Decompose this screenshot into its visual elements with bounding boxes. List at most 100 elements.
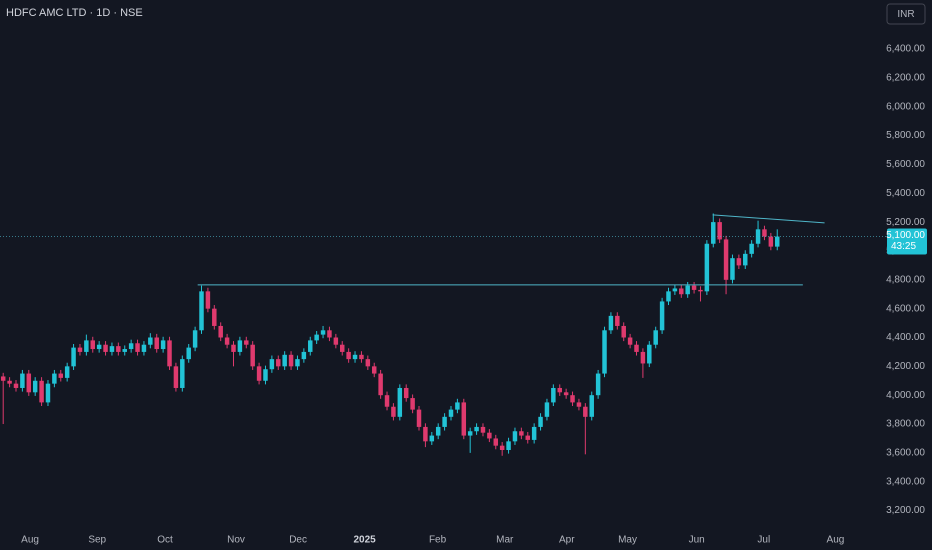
candle-body xyxy=(679,288,684,295)
candle-body xyxy=(58,373,64,378)
candle-body xyxy=(135,343,140,352)
candle-body xyxy=(371,366,377,374)
candle-body xyxy=(743,253,748,266)
candle-body xyxy=(173,366,179,388)
candle-body xyxy=(698,289,703,292)
candle-body xyxy=(192,330,198,348)
x-tick-label: Mar xyxy=(496,535,514,546)
candle-body xyxy=(666,291,671,302)
candle-body xyxy=(365,359,371,367)
candle-body xyxy=(557,387,562,393)
candle-body xyxy=(314,334,319,341)
candle-body xyxy=(723,239,729,280)
candle-body xyxy=(576,402,582,407)
candle-body xyxy=(320,330,326,335)
x-tick-label: Apr xyxy=(559,535,575,546)
chart-title: HDFC AMC LTD · 1D · NSE xyxy=(6,7,143,19)
candle-body xyxy=(448,409,454,417)
x-tick-label: Nov xyxy=(227,535,245,546)
candle-body xyxy=(116,346,121,352)
candle-body xyxy=(141,344,147,352)
candle-body xyxy=(224,337,230,345)
candle-body xyxy=(455,402,460,410)
candle-body xyxy=(327,330,332,338)
candle-body xyxy=(730,258,735,280)
candle-body xyxy=(20,373,25,388)
candle-body xyxy=(103,344,108,352)
candle-body xyxy=(691,285,697,290)
candle-body xyxy=(352,354,358,360)
y-tick-label: 6,400.00 xyxy=(886,44,925,55)
candle-body xyxy=(52,373,57,384)
x-tick-label: Aug xyxy=(827,535,845,546)
candle-body xyxy=(480,426,486,433)
candle-body xyxy=(263,369,268,381)
candle-body xyxy=(39,380,44,403)
candle-body xyxy=(244,340,249,345)
candle-body xyxy=(295,359,300,367)
candle-body xyxy=(340,344,345,352)
y-tick-label: 5,800.00 xyxy=(886,130,925,141)
y-tick-label: 5,400.00 xyxy=(886,188,925,199)
x-tick-label: Jul xyxy=(757,535,770,546)
candle-body xyxy=(212,308,217,326)
candle-body xyxy=(672,288,678,292)
candle-body xyxy=(7,380,12,384)
candle-body xyxy=(71,347,76,367)
candle-body xyxy=(640,351,646,364)
candle-body xyxy=(487,432,492,439)
candle-body xyxy=(755,229,761,244)
candle-body xyxy=(595,373,601,396)
candle-body xyxy=(148,337,153,345)
candle-body xyxy=(608,315,614,331)
candle-body xyxy=(653,330,658,345)
y-tick-label: 3,600.00 xyxy=(886,448,925,459)
candle-body xyxy=(563,392,569,396)
candle-body xyxy=(397,387,403,417)
candle-body xyxy=(128,343,134,350)
candle-body xyxy=(461,402,467,436)
trendline xyxy=(712,214,825,224)
candle-body xyxy=(583,406,588,417)
candle-body xyxy=(84,340,89,352)
y-tick-label: 4,400.00 xyxy=(886,332,925,343)
y-tick-label: 4,800.00 xyxy=(886,274,925,285)
candle-body xyxy=(199,291,204,331)
candle-body xyxy=(167,340,172,367)
candle-body xyxy=(435,426,441,436)
y-tick-label: 3,200.00 xyxy=(886,505,925,516)
candle-body xyxy=(538,416,543,427)
candle-body xyxy=(77,347,83,352)
candle-body xyxy=(13,383,19,388)
candle-body xyxy=(711,222,716,244)
currency-label[interactable]: INR xyxy=(897,9,914,20)
y-tick-label: 4,200.00 xyxy=(886,361,925,372)
countdown-label: 43:25 xyxy=(891,241,916,252)
x-tick-label: Aug xyxy=(21,535,39,546)
x-tick-label: Dec xyxy=(289,535,307,546)
candle-body xyxy=(467,431,473,436)
candle-body xyxy=(391,406,396,417)
last-price-box xyxy=(887,228,927,255)
candle-body xyxy=(429,435,435,442)
candle-body xyxy=(736,258,742,266)
candle-body xyxy=(647,344,652,364)
candle-body xyxy=(346,351,351,360)
y-tick-label: 3,800.00 xyxy=(886,419,925,430)
y-tick-label: 6,000.00 xyxy=(886,101,925,112)
y-tick-label: 3,400.00 xyxy=(886,476,925,487)
x-tick-label: May xyxy=(618,535,637,546)
y-tick-label: 4,600.00 xyxy=(886,303,925,314)
candle-body xyxy=(122,349,127,352)
candle-body xyxy=(45,383,51,403)
currency-button[interactable] xyxy=(886,3,926,25)
candle-body xyxy=(410,398,415,410)
candle-body xyxy=(231,344,236,352)
candle-body xyxy=(602,330,607,374)
candle-body xyxy=(0,376,6,381)
candle-body xyxy=(32,380,38,393)
x-tick-label: Oct xyxy=(157,535,173,546)
candle-body xyxy=(512,431,518,442)
